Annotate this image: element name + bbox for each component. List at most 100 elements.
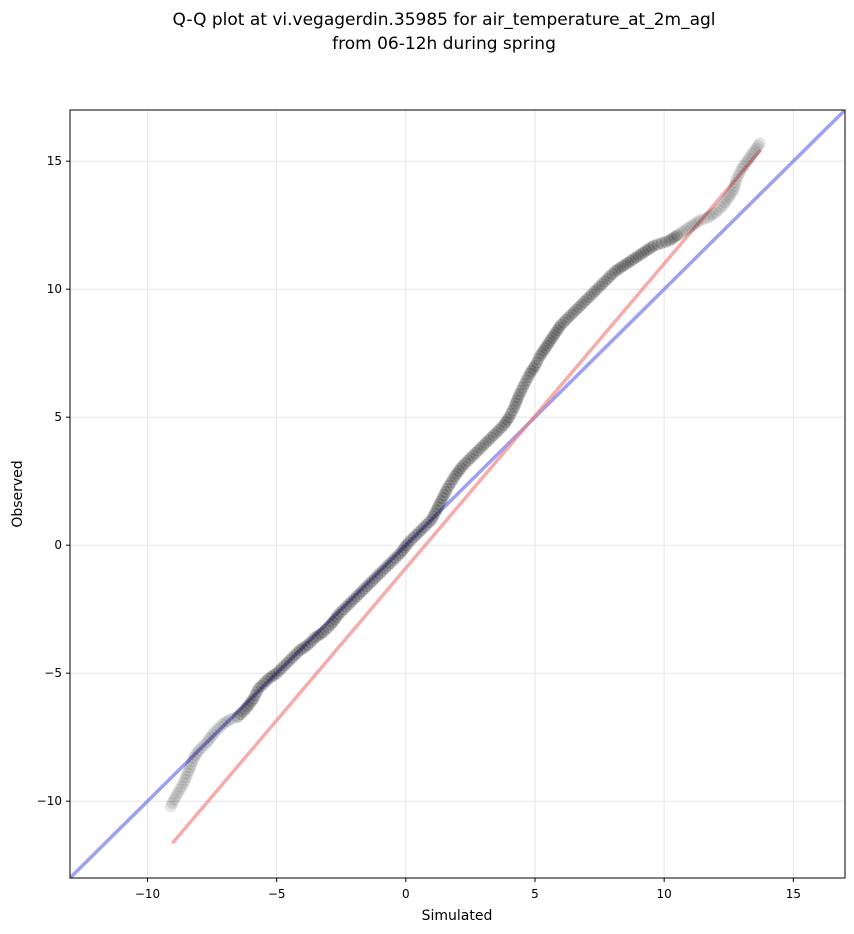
data-point bbox=[525, 365, 538, 378]
data-point bbox=[252, 682, 265, 695]
data-point bbox=[717, 198, 730, 211]
data-point bbox=[467, 449, 479, 462]
data-point bbox=[188, 751, 200, 764]
data-point bbox=[732, 169, 745, 182]
data-point bbox=[427, 510, 440, 523]
data-point bbox=[228, 712, 241, 724]
data-point bbox=[624, 255, 637, 268]
data-point bbox=[275, 662, 288, 675]
data-point bbox=[182, 764, 195, 777]
data-point bbox=[239, 703, 252, 716]
data-point bbox=[198, 738, 211, 751]
y-tick-label: 5 bbox=[54, 410, 62, 424]
data-point bbox=[704, 209, 717, 222]
data-point bbox=[689, 217, 702, 230]
data-point bbox=[611, 263, 624, 276]
data-point bbox=[348, 592, 361, 605]
data-point bbox=[684, 220, 696, 233]
data-point bbox=[578, 296, 591, 308]
data-point bbox=[640, 244, 653, 257]
data-point bbox=[314, 627, 327, 640]
data-point bbox=[742, 152, 755, 165]
data-point bbox=[193, 744, 206, 756]
data-point bbox=[541, 339, 554, 352]
data-point bbox=[301, 639, 314, 652]
data-point bbox=[479, 436, 492, 449]
data-point bbox=[461, 454, 474, 467]
data-point bbox=[428, 507, 441, 520]
data-point bbox=[366, 575, 379, 588]
data-point bbox=[328, 613, 341, 626]
data-point bbox=[585, 288, 598, 301]
data-point bbox=[184, 761, 197, 774]
data-point bbox=[698, 212, 711, 225]
data-point bbox=[532, 353, 545, 366]
data-point bbox=[168, 793, 181, 806]
data-point bbox=[741, 155, 754, 168]
data-point bbox=[446, 473, 459, 486]
data-point bbox=[260, 674, 273, 687]
data-point bbox=[439, 485, 452, 498]
data-point bbox=[724, 188, 737, 201]
data-point bbox=[535, 347, 548, 360]
data-point bbox=[335, 605, 348, 618]
data-point bbox=[249, 689, 262, 702]
data-point bbox=[629, 251, 642, 264]
data-point bbox=[632, 249, 645, 262]
y-tick-label: −10 bbox=[37, 794, 62, 808]
x-axis: −10 −5 0 5 10 15 bbox=[135, 878, 801, 901]
data-point bbox=[513, 388, 526, 401]
data-point bbox=[503, 411, 516, 424]
data-point bbox=[402, 536, 415, 549]
y-axis: −10 −5 0 5 10 15 bbox=[37, 154, 70, 808]
data-point bbox=[557, 316, 570, 329]
data-point bbox=[691, 215, 704, 228]
data-point bbox=[371, 569, 384, 582]
data-point bbox=[234, 708, 247, 721]
data-point bbox=[523, 367, 536, 380]
data-point bbox=[189, 749, 202, 762]
data-point bbox=[237, 705, 250, 718]
data-point bbox=[750, 142, 763, 155]
x-tick-label: 10 bbox=[657, 887, 672, 901]
data-point bbox=[622, 256, 634, 269]
data-point bbox=[423, 516, 436, 529]
data-point bbox=[265, 670, 278, 683]
data-point bbox=[715, 201, 727, 214]
data-point bbox=[668, 231, 681, 244]
data-point bbox=[368, 572, 381, 585]
data-point bbox=[358, 582, 371, 595]
data-point bbox=[553, 321, 566, 334]
data-point bbox=[551, 324, 564, 337]
y-tick-label: 15 bbox=[47, 154, 62, 168]
data-point bbox=[562, 311, 575, 324]
data-point bbox=[309, 631, 322, 644]
data-point bbox=[177, 777, 190, 790]
data-point bbox=[312, 629, 324, 642]
data-point bbox=[431, 501, 444, 514]
data-point bbox=[191, 746, 204, 759]
data-point bbox=[386, 554, 399, 567]
data-point bbox=[340, 600, 353, 613]
data-point bbox=[665, 232, 678, 245]
data-point bbox=[616, 260, 629, 273]
data-point bbox=[283, 654, 296, 667]
data-point bbox=[396, 544, 409, 557]
data-point bbox=[304, 636, 317, 649]
data-point bbox=[324, 618, 337, 631]
data-point bbox=[330, 610, 343, 623]
data-point bbox=[245, 695, 258, 708]
data-point bbox=[539, 342, 552, 355]
data-point bbox=[727, 183, 740, 196]
data-point bbox=[181, 767, 194, 780]
data-point bbox=[417, 521, 430, 534]
x-tick-label: 0 bbox=[402, 887, 410, 901]
data-point bbox=[490, 426, 503, 439]
data-point bbox=[224, 713, 237, 726]
data-point bbox=[681, 222, 694, 235]
data-point bbox=[250, 685, 263, 698]
data-point bbox=[583, 290, 596, 303]
reference-lines bbox=[70, 110, 845, 878]
data-point bbox=[702, 211, 715, 224]
